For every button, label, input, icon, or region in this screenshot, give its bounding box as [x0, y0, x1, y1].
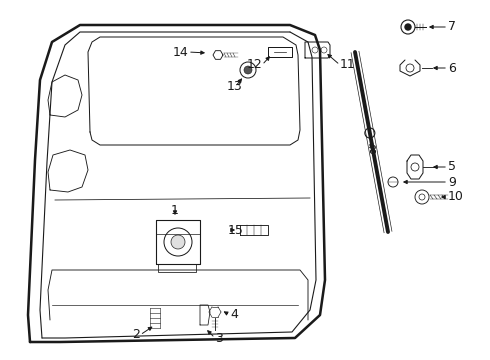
Circle shape	[244, 66, 252, 74]
Text: 6: 6	[448, 62, 456, 75]
Text: 11: 11	[340, 58, 356, 72]
Text: 3: 3	[215, 332, 223, 345]
Text: 2: 2	[132, 328, 140, 342]
Text: 12: 12	[246, 58, 262, 72]
Text: 7: 7	[448, 21, 456, 33]
Text: 8: 8	[368, 144, 376, 157]
Text: 13: 13	[227, 81, 243, 94]
Text: 10: 10	[448, 190, 464, 203]
Text: 4: 4	[230, 309, 238, 321]
Circle shape	[171, 235, 185, 249]
Text: 15: 15	[228, 224, 244, 237]
Text: 9: 9	[448, 175, 456, 189]
Circle shape	[405, 24, 411, 30]
Text: 14: 14	[172, 45, 188, 58]
Text: 1: 1	[171, 203, 179, 216]
Text: 5: 5	[448, 161, 456, 174]
